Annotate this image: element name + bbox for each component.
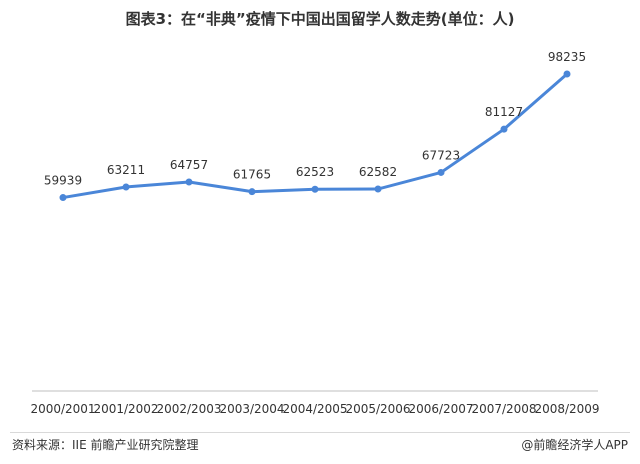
x-tick-label-2005/2006: 2005/2006 [345, 402, 410, 416]
x-tick-labels: 2000/20012001/20022002/20032003/20042004… [30, 402, 599, 416]
data-label-2008/2009: 98235 [548, 50, 586, 64]
data-label-2004/2005: 62523 [296, 165, 334, 179]
data-point-2006/2007 [437, 168, 445, 176]
data-label-2001/2002: 63211 [107, 163, 145, 177]
brand-credit: @前瞻经济学人APP [521, 438, 628, 452]
x-tick-label-2006/2007: 2006/2007 [408, 402, 473, 416]
data-label-2005/2006: 62582 [359, 165, 397, 179]
x-tick-label-2004/2005: 2004/2005 [282, 402, 347, 416]
data-label-2000/2001: 59939 [44, 174, 82, 188]
data-point-2000/2001 [59, 194, 67, 202]
data-point-2007/2008 [500, 125, 508, 133]
chart-title: 图表3：在“非典”疫情下中国出国留学人数走势(单位：人) [125, 10, 515, 28]
data-labels: 59939 63211 64757 61765 62523 62582 67723 81127… [44, 50, 586, 188]
source-note: 资料来源：IIE 前瞻产业研究院整理 [12, 438, 199, 452]
x-tick-label-2003/2004: 2003/2004 [219, 402, 284, 416]
data-label-2006/2007: 67723 [422, 148, 460, 162]
data-point-2003/2004 [248, 188, 256, 196]
data-point-2004/2005 [311, 185, 319, 193]
data-label-2002/2003: 64757 [170, 158, 208, 172]
x-tick-label-2002/2003: 2002/2003 [156, 402, 221, 416]
data-label-2003/2004: 61765 [233, 168, 271, 182]
data-point-2001/2002 [122, 183, 130, 191]
data-point-2002/2003 [185, 178, 193, 186]
data-label-2007/2008: 81127 [485, 105, 523, 119]
data-points [59, 70, 571, 202]
footer-divider [10, 432, 630, 433]
x-tick-label-2000/2001: 2000/2001 [30, 402, 95, 416]
data-point-2008/2009 [563, 70, 571, 78]
x-tick-label-2001/2002: 2001/2002 [93, 402, 158, 416]
x-tick-label-2008/2009: 2008/2009 [534, 402, 599, 416]
x-tick-label-2007/2008: 2007/2008 [471, 402, 536, 416]
data-point-2005/2006 [374, 185, 382, 193]
